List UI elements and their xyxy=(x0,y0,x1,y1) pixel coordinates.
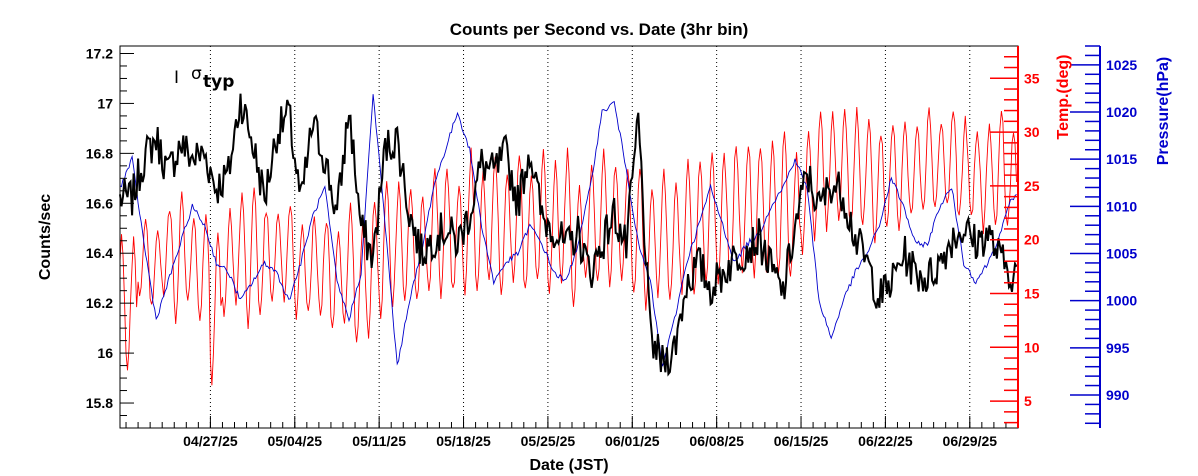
x-tick-label: 04/27/25 xyxy=(183,433,238,449)
x-tick-label: 06/15/25 xyxy=(774,433,829,449)
y3-tick-label: 1020 xyxy=(1106,104,1137,120)
counts-line xyxy=(119,93,1018,377)
y2-tick-label: 10 xyxy=(1024,339,1040,355)
y2-tick-label: 20 xyxy=(1024,232,1040,248)
sigma-subscript: typ xyxy=(203,72,234,92)
y-tick-label: 15.8 xyxy=(86,395,113,411)
y-tick-label: 16.6 xyxy=(86,195,113,211)
x-axis-title: Date (JST) xyxy=(529,457,608,474)
x-tick-label: 05/04/25 xyxy=(268,433,323,449)
y3-tick-label: 990 xyxy=(1106,387,1130,403)
x-tick-label: 06/08/25 xyxy=(689,433,744,449)
y2-tick-label: 35 xyxy=(1024,70,1040,86)
x-tick-label: 06/01/25 xyxy=(605,433,660,449)
y3-tick-label: 1010 xyxy=(1106,198,1137,214)
x-tick-label: 05/25/25 xyxy=(521,433,576,449)
sigma-symbol: σ xyxy=(191,64,202,84)
y2-tick-label: 25 xyxy=(1024,178,1040,194)
y3-axis-title: Pressure(hPa) xyxy=(1155,57,1172,166)
y-axis-counts: 15.8 16 16.2 16.4 16.6 16.8 17 17.2 xyxy=(86,45,134,417)
pressure-line xyxy=(119,94,1017,367)
y-axis-temperature: 5 10 15 20 25 30 35 xyxy=(990,46,1040,428)
x-tick-label: 05/18/25 xyxy=(436,433,491,449)
y-axis-pressure: 990 995 1000 1005 1010 1015 1020 1025 xyxy=(1070,45,1137,428)
x-axis: 04/27/25 05/04/25 05/11/25 05/18/25 05/25/25… xyxy=(125,416,1007,449)
y2-tick-label: 5 xyxy=(1024,393,1032,409)
pressure-series xyxy=(119,94,1017,367)
y-axis-title: Counts/sec xyxy=(37,194,54,280)
x-tick-label: 06/29/25 xyxy=(943,433,998,449)
y-tick-label: 17 xyxy=(97,95,113,111)
y-tick-label: 16 xyxy=(97,345,113,361)
x-tick-label: 05/11/25 xyxy=(352,433,406,449)
error-bar-glyph: I xyxy=(174,68,179,88)
y3-tick-label: 1000 xyxy=(1106,293,1137,309)
y-tick-label: 17.2 xyxy=(86,45,113,61)
chart-title: Counts per Second vs. Date (3hr bin) xyxy=(450,20,749,39)
y-tick-label: 16.8 xyxy=(86,145,113,161)
y3-tick-label: 995 xyxy=(1106,340,1130,356)
y2-tick-label: 15 xyxy=(1024,285,1040,301)
temperature-series xyxy=(119,106,1017,386)
x-tick-label: 06/22/25 xyxy=(858,433,913,449)
y-tick-label: 16.2 xyxy=(86,295,113,311)
sigma-typ-annotation: I σ typ xyxy=(174,64,234,92)
y-tick-label: 16.4 xyxy=(86,245,113,261)
y3-tick-label: 1015 xyxy=(1106,151,1137,167)
temperature-line xyxy=(119,106,1017,386)
y2-tick-label: 30 xyxy=(1024,124,1040,140)
y3-tick-label: 1005 xyxy=(1106,246,1137,262)
counts-series xyxy=(119,93,1018,377)
y2-axis-title: Temp.(deg) xyxy=(1055,54,1072,139)
y3-tick-label: 1025 xyxy=(1106,57,1137,73)
